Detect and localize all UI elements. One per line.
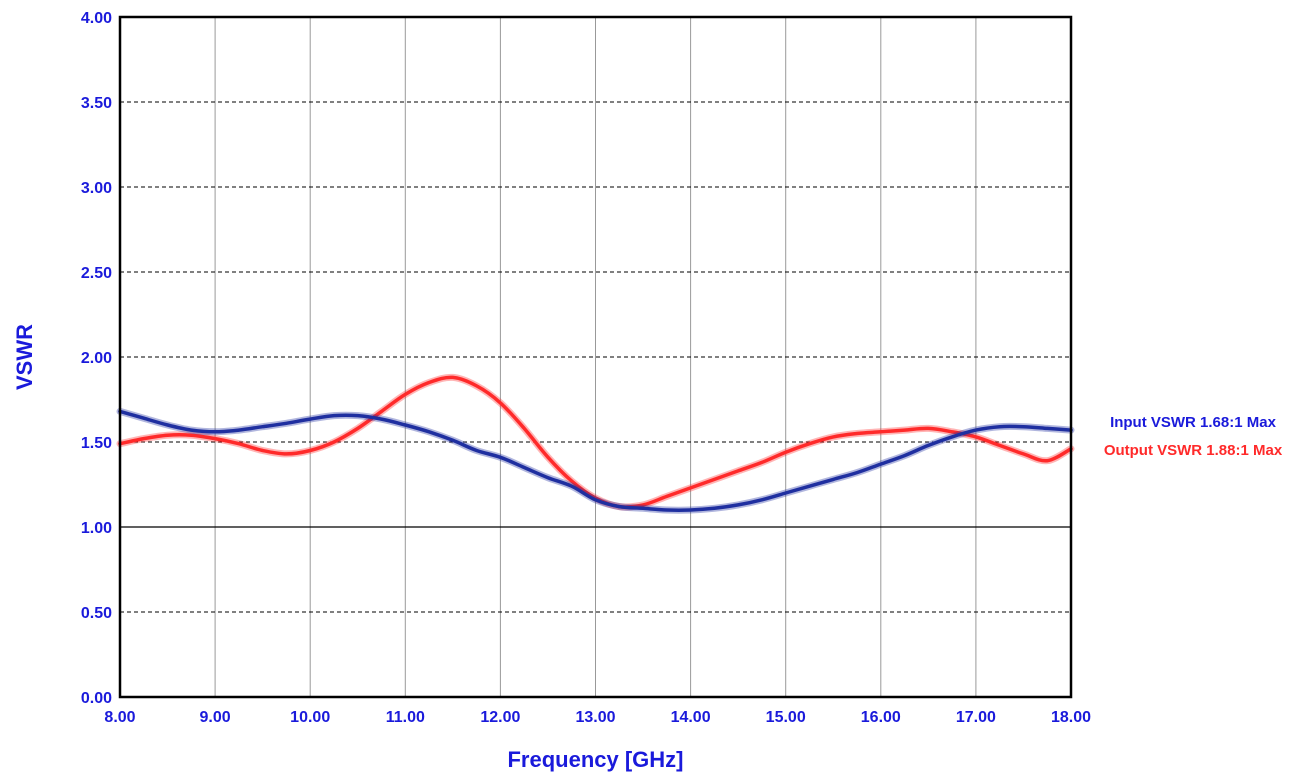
legend-input-vswr: Input VSWR 1.68:1 Max [1110, 414, 1277, 431]
x-tick-label: 9.00 [200, 709, 231, 726]
y-tick-label: 4.00 [81, 10, 112, 27]
series-line-input [118, 409, 1073, 512]
y-tick-label: 2.50 [81, 265, 112, 282]
horizontal-grid-lines [120, 101, 1071, 613]
series-layer [116, 373, 1075, 514]
y-tick-label: 0.50 [81, 605, 112, 622]
x-tick-label: 14.00 [671, 709, 711, 726]
x-tick-label: 18.00 [1051, 709, 1091, 726]
y-tick-labels: 0.00 0.50 1.00 1.50 2.00 2.50 3.00 3.50 4.00 [81, 10, 112, 707]
x-tick-label: 13.00 [575, 709, 615, 726]
y-tick-label: 0.00 [81, 690, 112, 707]
y-tick-label: 1.50 [81, 435, 112, 452]
x-tick-label: 12.00 [480, 709, 520, 726]
x-tick-label: 8.00 [104, 709, 135, 726]
y-tick-label: 3.50 [81, 95, 112, 112]
y-tick-label: 3.00 [81, 180, 112, 197]
legend-output-vswr: Output VSWR 1.88:1 Max [1104, 442, 1283, 459]
x-tick-label: 15.00 [766, 709, 806, 726]
x-axis-title: Frequency [GHz] [507, 747, 683, 772]
x-tick-label: 16.00 [861, 709, 901, 726]
y-tick-label: 2.00 [81, 350, 112, 367]
vertical-grid-lines [214, 17, 977, 697]
x-tick-label: 11.00 [386, 709, 425, 726]
x-tick-label: 17.00 [956, 709, 996, 726]
plot-frame [118, 15, 1073, 699]
y-axis-title: VSWR [12, 324, 37, 390]
x-tick-label: 10.00 [290, 709, 330, 726]
legend: Input VSWR 1.68:1 Max Output VSWR 1.88:1 … [1104, 414, 1283, 459]
x-tick-labels: 8.00 9.00 10.00 11.00 12.00 13.00 14.00 15.00 16… [104, 709, 1091, 726]
y-tick-label: 1.00 [81, 520, 112, 537]
